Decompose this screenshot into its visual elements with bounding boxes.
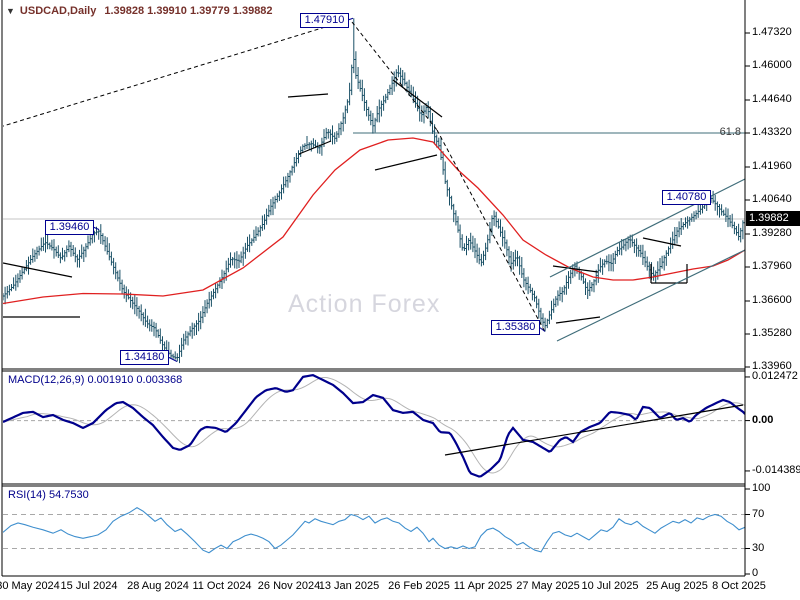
price-axis-tick-label: 1.33960 <box>752 360 792 372</box>
current-price-tag: 1.39882 <box>746 210 800 226</box>
x-axis-date-label: 11 Oct 2024 <box>192 580 252 592</box>
price-pane[interactable] <box>0 17 747 364</box>
x-axis-date-label: 13 Jan 2025 <box>318 580 380 592</box>
x-axis-date-label: 11 Apr 2025 <box>453 580 513 592</box>
x-axis-date-label: 15 Jul 2024 <box>60 580 118 592</box>
x-axis-date-label: 10 Jul 2025 <box>581 580 639 592</box>
price-axis-tick-label: 1.41960 <box>752 160 792 172</box>
price-axis-tick-label: 1.47320 <box>752 26 792 38</box>
x-axis-date-label: 26 Feb 2025 <box>388 580 450 592</box>
x-axis-date-label: 25 Aug 2025 <box>646 580 708 592</box>
price-level-label[interactable]: 1.40780 <box>662 190 711 205</box>
fib-61-8-label: 61.8 <box>719 126 741 138</box>
price-axis-tick-label: 1.43320 <box>752 126 792 138</box>
price-axis-tick-label: 1.35280 <box>752 327 792 339</box>
rsi-axis-tick-label: 100 <box>752 482 771 494</box>
price-level-label[interactable]: 1.39460 <box>45 220 94 235</box>
rsi-pane[interactable] <box>3 507 745 554</box>
macd-axis-tick-label: 0.00 <box>752 413 774 426</box>
macd-pane[interactable] <box>3 373 745 478</box>
macd-indicator-label: MACD(12,26,9) 0.001910 0.003368 <box>8 374 183 386</box>
price-axis-tick-label: 1.46000 <box>752 59 792 71</box>
x-axis-date-label: 26 Nov 2024 <box>257 580 321 592</box>
x-axis-date-label: 27 May 2025 <box>516 580 580 592</box>
rsi-axis-tick-label: 70 <box>752 507 765 520</box>
price-axis-tick-label: 1.39280 <box>752 227 792 239</box>
chart-ohlc-quotes: 1.39828 1.39910 1.39779 1.39882 <box>104 5 273 17</box>
watermark: Action Forex <box>288 290 441 318</box>
chart-symbol-title: USDCAD,Daily <box>19 5 97 17</box>
price-level-label[interactable]: 1.47910 <box>300 13 349 28</box>
price-axis-tick-label: 1.36600 <box>752 294 792 306</box>
macd-axis-tick-label: -0.014389 <box>752 463 800 476</box>
x-axis-date-label: 30 May 2024 <box>0 580 60 592</box>
dropdown-arrow-icon[interactable]: ▼ <box>6 6 15 16</box>
price-level-label[interactable]: 1.34180 <box>120 350 169 365</box>
rsi-axis-tick-label: 30 <box>752 541 765 554</box>
price-axis-tick-label: 1.44640 <box>752 93 792 105</box>
rsi-axis-tick-label: 0 <box>752 567 759 579</box>
rsi-indicator-label: RSI(14) 54.7530 <box>8 489 89 501</box>
x-axis-date-label: 28 Aug 2024 <box>127 580 189 592</box>
macd-axis-tick-label: 0.012472 <box>752 369 798 382</box>
price-axis-tick-label: 1.40640 <box>752 193 792 205</box>
chart-title: ▼ USDCAD,Daily 1.39828 1.39910 1.39779 1.3… <box>6 5 273 17</box>
price-axis-tick-label: 1.37960 <box>752 260 792 272</box>
x-axis-date-label: 8 Oct 2025 <box>712 580 766 592</box>
price-level-label[interactable]: 1.35380 <box>491 320 540 335</box>
